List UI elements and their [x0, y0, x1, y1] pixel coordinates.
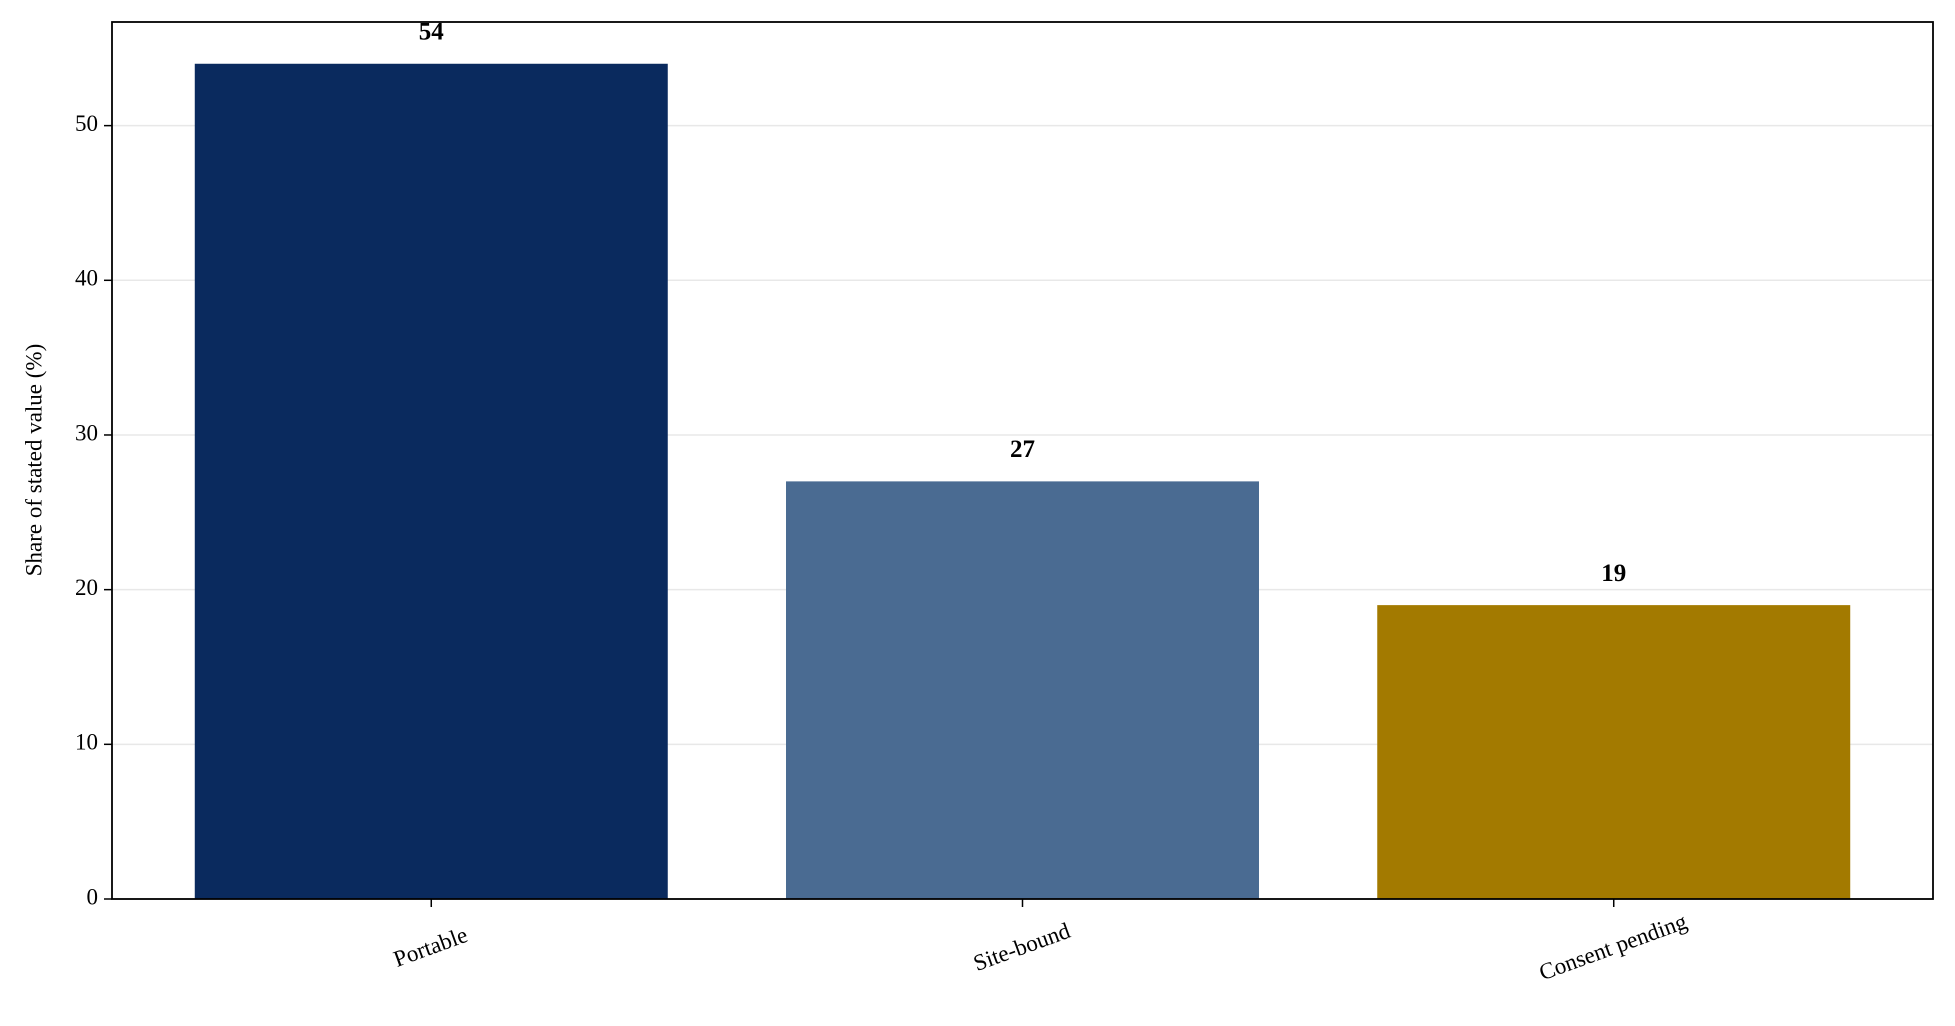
- value-label: 19: [1601, 560, 1626, 587]
- y-tick-label: 40: [75, 266, 98, 291]
- y-tick-label: 50: [75, 111, 98, 136]
- value-label: 54: [419, 18, 445, 45]
- x-tick-label: Site-bound: [970, 918, 1074, 976]
- y-tick-label: 0: [87, 884, 99, 909]
- x-tick-label: Portable: [390, 922, 471, 972]
- plot-frame: [111, 21, 1934, 900]
- y-tick-label: 20: [75, 575, 98, 600]
- value-label: 27: [1010, 436, 1035, 463]
- bar: [1377, 605, 1851, 899]
- bar: [194, 63, 668, 900]
- y-axis-label: Share of stated value (%): [21, 344, 46, 576]
- bar: [786, 481, 1259, 899]
- y-tick-label: 10: [75, 730, 98, 755]
- y-tick-label: 30: [75, 420, 98, 445]
- x-tick-label: Consent pending: [1536, 908, 1691, 985]
